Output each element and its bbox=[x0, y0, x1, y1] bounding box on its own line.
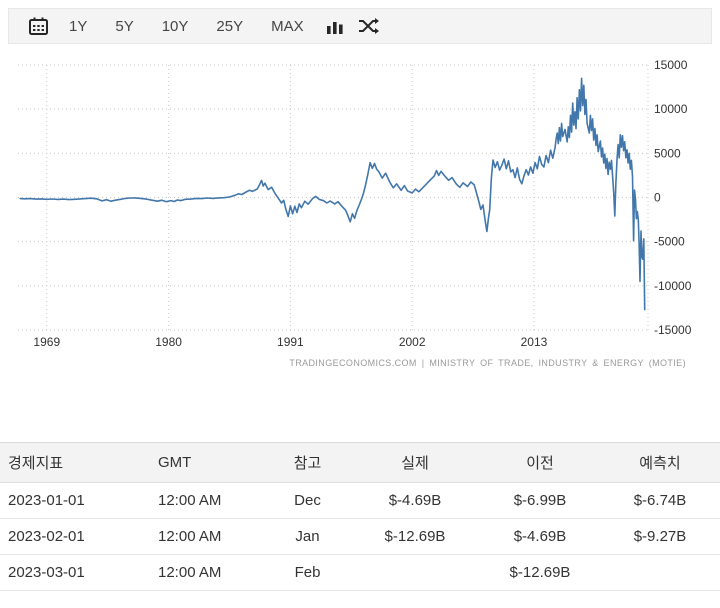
range-button-10y[interactable]: 10Y bbox=[148, 11, 203, 41]
cell-forecast bbox=[600, 555, 720, 591]
cell-gmt: 12:00 AM bbox=[158, 564, 222, 581]
chart-attribution: TRADINGECONOMICS.COM | MINISTRY OF TRADE… bbox=[289, 358, 686, 368]
table-row[interactable]: 2023-02-01 12:00 AM Jan $-12.69B $-4.69B… bbox=[0, 519, 720, 555]
range-button-max[interactable]: MAX bbox=[257, 11, 318, 41]
cell-date: 2023-01-01 bbox=[8, 492, 85, 509]
svg-text:1969: 1969 bbox=[33, 335, 60, 349]
range-button-5y[interactable]: 5Y bbox=[101, 11, 147, 41]
col-header-indicator: 경제지표 bbox=[8, 455, 64, 472]
trade-balance-chart[interactable]: 15000 10000 5000 0 -5000 -10000 -15000 1969 1980… bbox=[0, 44, 720, 356]
cell-actual: $-4.69B bbox=[388, 492, 442, 509]
col-header-forecast: 예측치 bbox=[639, 455, 681, 472]
svg-text:2013: 2013 bbox=[521, 335, 548, 349]
cell-previous: $-12.69B bbox=[509, 564, 571, 581]
col-header-gmt: GMT bbox=[158, 454, 192, 471]
svg-text:5000: 5000 bbox=[654, 146, 681, 160]
cell-actual: $-12.69B bbox=[384, 528, 446, 545]
range-button-25y[interactable]: 25Y bbox=[202, 11, 257, 41]
cell-gmt: 12:00 AM bbox=[158, 528, 222, 545]
cell-forecast: $-6.74B bbox=[633, 492, 687, 509]
svg-text:0: 0 bbox=[654, 191, 661, 205]
cell-previous: $-6.99B bbox=[513, 492, 567, 509]
cell-gmt: 12:00 AM bbox=[158, 492, 222, 509]
table-row[interactable]: 2023-03-01 12:00 AM Feb $-12.69B bbox=[0, 555, 720, 591]
svg-text:-5000: -5000 bbox=[654, 235, 685, 249]
chart-area: 15000 10000 5000 0 -5000 -10000 -15000 1969 1980… bbox=[0, 44, 720, 368]
col-header-previous: 이전 bbox=[526, 455, 554, 472]
economic-calendar-table: 경제지표 GMT 참고 실제 이전 예측치 2023-01-01 12:00 A… bbox=[0, 442, 720, 591]
cell-actual bbox=[350, 555, 480, 591]
cell-reference: Feb bbox=[294, 564, 321, 581]
page: 1Y 5Y 10Y 25Y MAX 15000 10000 5000 0 -5000 -1… bbox=[0, 8, 720, 591]
svg-text:1980: 1980 bbox=[155, 335, 182, 349]
table-row[interactable]: 2023-01-01 12:00 AM Dec $-4.69B $-6.99B … bbox=[0, 483, 720, 519]
chart-toolbar: 1Y 5Y 10Y 25Y MAX bbox=[8, 8, 712, 44]
cell-reference: Jan bbox=[295, 528, 320, 545]
svg-text:-10000: -10000 bbox=[654, 279, 692, 293]
svg-text:1991: 1991 bbox=[277, 335, 304, 349]
cell-previous: $-4.69B bbox=[513, 528, 567, 545]
cell-date: 2023-03-01 bbox=[8, 564, 85, 581]
cell-reference: Dec bbox=[294, 492, 321, 509]
svg-text:2002: 2002 bbox=[399, 335, 426, 349]
cell-forecast: $-9.27B bbox=[633, 528, 687, 545]
svg-text:15000: 15000 bbox=[654, 58, 688, 72]
svg-text:-15000: -15000 bbox=[654, 323, 692, 337]
range-button-1y[interactable]: 1Y bbox=[55, 11, 101, 41]
bar-chart-icon[interactable] bbox=[318, 11, 352, 41]
shuffle-icon[interactable] bbox=[352, 11, 386, 41]
calendar-icon[interactable] bbox=[21, 11, 55, 41]
col-header-actual: 실제 bbox=[401, 455, 429, 472]
svg-text:10000: 10000 bbox=[654, 102, 688, 116]
cell-date: 2023-02-01 bbox=[8, 528, 85, 545]
col-header-reference: 참고 bbox=[293, 455, 322, 472]
table-header-row: 경제지표 GMT 참고 실제 이전 예측치 bbox=[0, 442, 720, 483]
